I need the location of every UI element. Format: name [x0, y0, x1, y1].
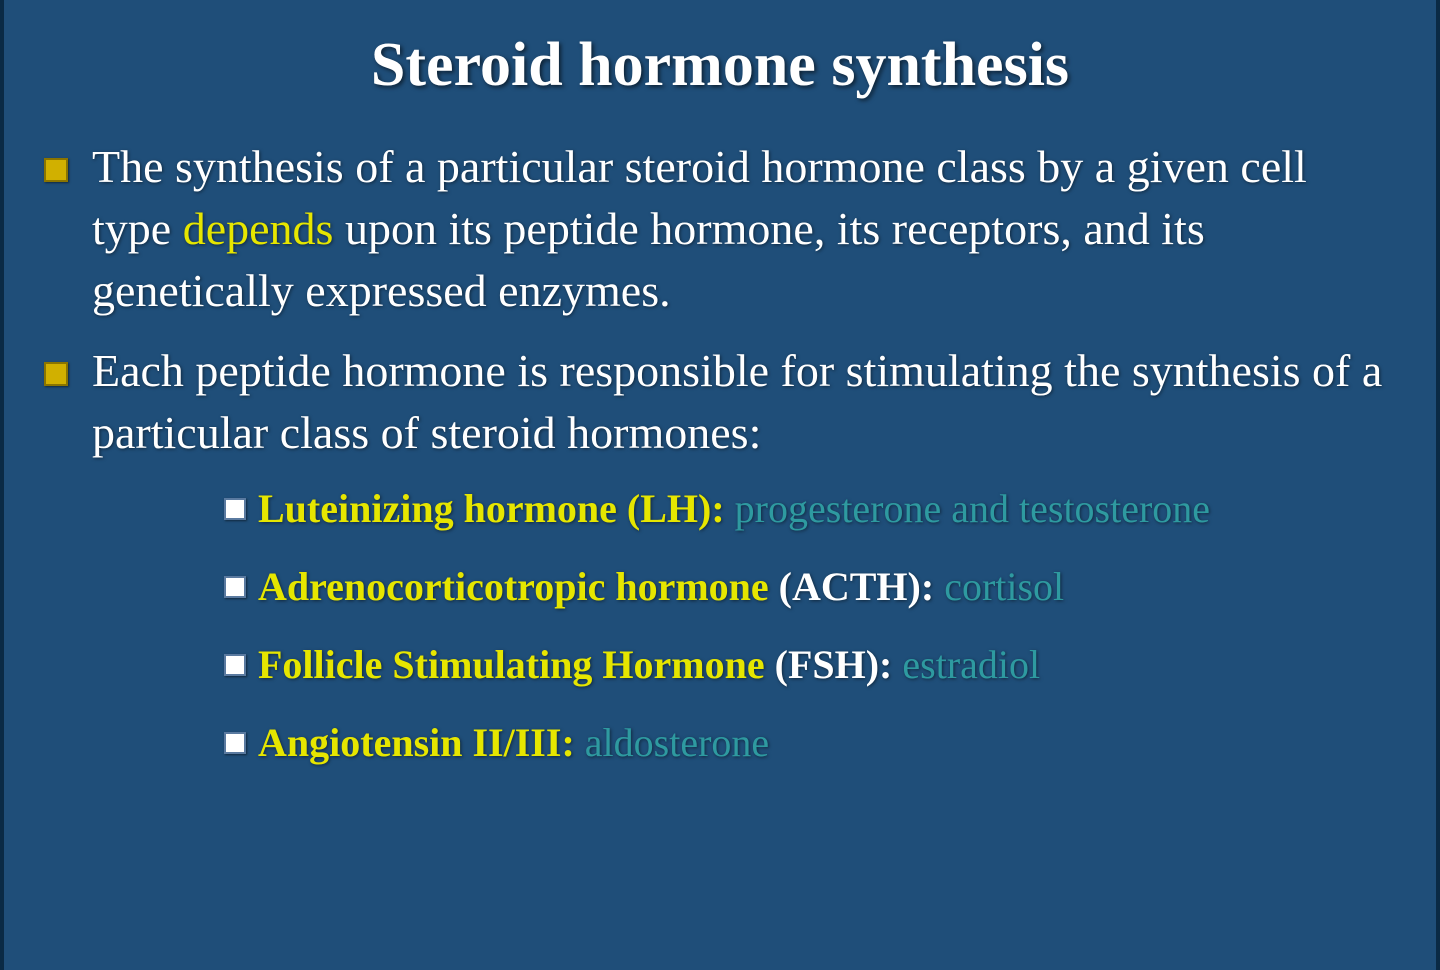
- text-segment-teal: progesterone and testosterone: [735, 486, 1210, 531]
- text-segment-highlight: Angiotensin II/III:: [258, 720, 585, 765]
- bullet-level1: The synthesis of a particular steroid ho…: [44, 136, 1396, 322]
- bullet-level2: Angiotensin II/III: aldosterone: [224, 716, 1396, 770]
- text-segment-highlight: Luteinizing hormone (LH):: [258, 486, 735, 531]
- bullet-text: Luteinizing hormone (LH): progesterone a…: [258, 482, 1396, 536]
- slide-container: Steroid hormone synthesis The synthesis …: [0, 0, 1440, 970]
- bullet-text: The synthesis of a particular steroid ho…: [92, 136, 1396, 322]
- square-bullet-icon: [44, 362, 68, 386]
- square-bullet-icon: [224, 732, 246, 754]
- bullet-level2: Adrenocorticotropic hormone (ACTH): cort…: [224, 560, 1396, 614]
- text-segment-teal: cortisol: [944, 564, 1064, 609]
- bullet-text: Angiotensin II/III: aldosterone: [258, 716, 1396, 770]
- text-segment-teal: estradiol: [902, 642, 1040, 687]
- bullet-text: Follicle Stimulating Hormone (FSH): estr…: [258, 638, 1396, 692]
- bullet-text: Adrenocorticotropic hormone (ACTH): cort…: [258, 560, 1396, 614]
- text-segment-highlight: Follicle Stimulating Hormone: [258, 642, 765, 687]
- text-segment: (ACTH):: [769, 564, 945, 609]
- bullet-text: Each peptide hormone is responsible for …: [92, 340, 1396, 464]
- square-bullet-icon: [224, 576, 246, 598]
- slide-title: Steroid hormone synthesis: [44, 30, 1396, 101]
- text-segment: Each peptide hormone is responsible for …: [92, 345, 1382, 458]
- text-segment-highlight: Adrenocorticotropic hormone: [258, 564, 769, 609]
- text-segment-highlight: depends: [183, 203, 334, 254]
- bullet-level2: Follicle Stimulating Hormone (FSH): estr…: [224, 638, 1396, 692]
- square-bullet-icon: [224, 498, 246, 520]
- text-segment: (FSH):: [765, 642, 903, 687]
- text-segment-teal: aldosterone: [585, 720, 769, 765]
- square-bullet-icon: [224, 654, 246, 676]
- bullet-level2: Luteinizing hormone (LH): progesterone a…: [224, 482, 1396, 536]
- bullet-level1: Each peptide hormone is responsible for …: [44, 340, 1396, 464]
- square-bullet-icon: [44, 158, 68, 182]
